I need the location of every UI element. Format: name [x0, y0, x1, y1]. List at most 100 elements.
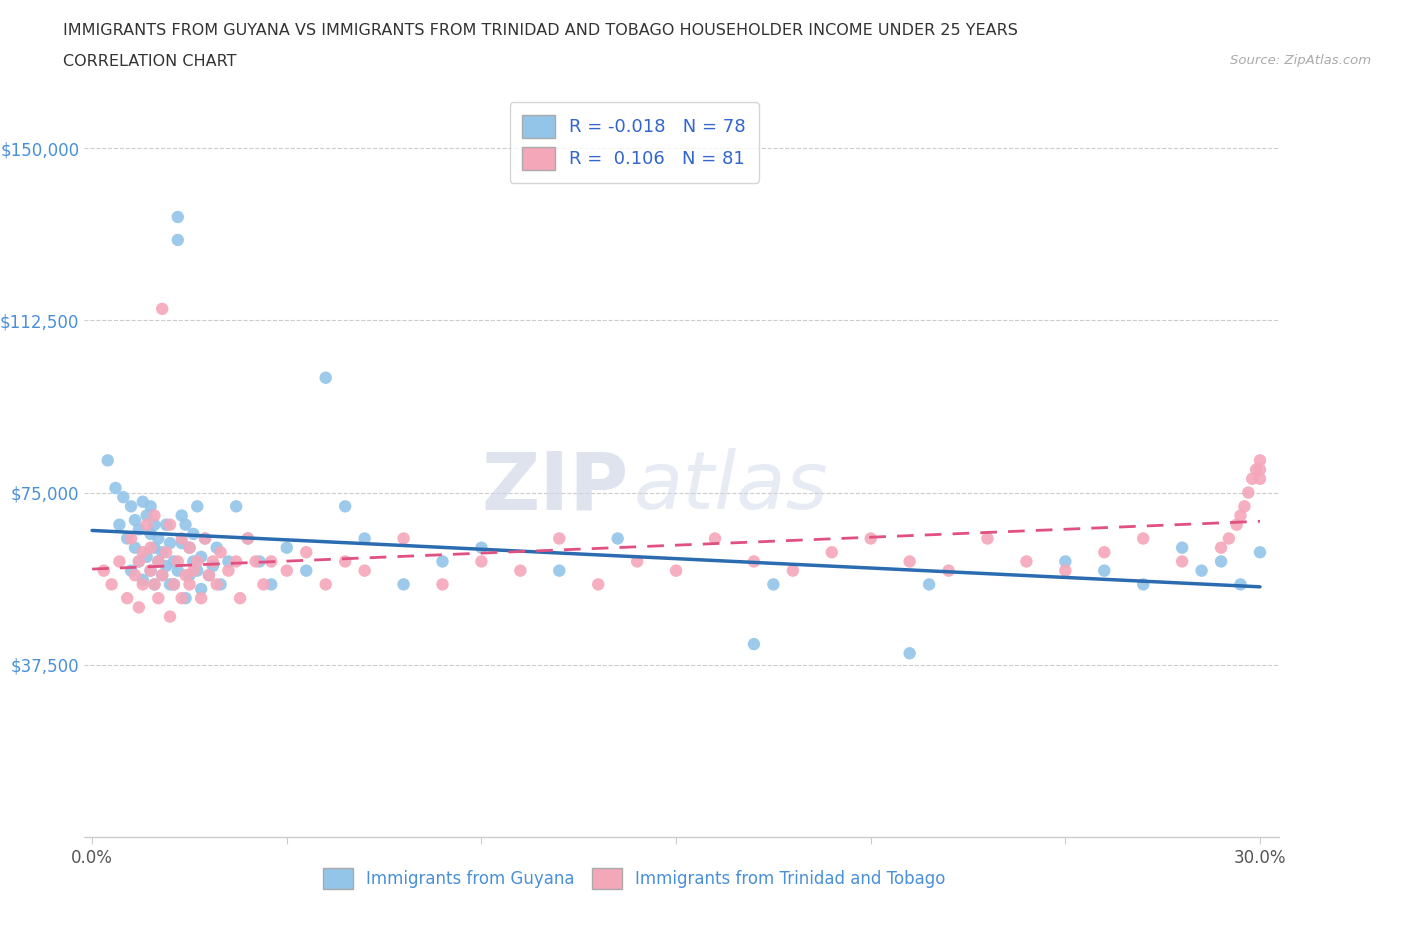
Point: [170, 508, 193, 523]
Point: [166, 564, 188, 578]
Point: [1209, 540, 1232, 555]
Point: [295, 545, 318, 560]
Point: [276, 564, 298, 578]
Point: [1092, 545, 1115, 560]
Point: [148, 591, 170, 605]
Point: [166, 209, 188, 224]
Point: [186, 564, 208, 578]
Point: [859, 531, 882, 546]
Point: [120, 498, 142, 513]
Point: [186, 554, 208, 569]
Point: [260, 577, 283, 591]
Point: [1233, 498, 1256, 513]
Point: [1218, 531, 1240, 546]
Point: [1249, 472, 1271, 486]
Point: [1132, 577, 1154, 591]
Point: [295, 564, 318, 578]
Point: [148, 554, 170, 569]
Point: [335, 498, 357, 513]
Point: [120, 564, 142, 578]
Point: [976, 531, 998, 546]
Point: [201, 554, 224, 569]
Point: [704, 531, 727, 546]
Point: [1249, 545, 1271, 560]
Point: [1209, 554, 1232, 569]
Point: [918, 577, 941, 591]
Point: [124, 512, 146, 527]
Point: [249, 554, 271, 569]
Point: [209, 577, 232, 591]
Point: [432, 577, 454, 591]
Point: [150, 301, 173, 316]
Point: [143, 517, 166, 532]
Point: [166, 554, 188, 569]
Text: Source: ZipAtlas.com: Source: ZipAtlas.com: [1230, 54, 1371, 67]
Point: [124, 568, 146, 583]
Legend: Immigrants from Guyana, Immigrants from Trinidad and Tobago: Immigrants from Guyana, Immigrants from …: [316, 861, 952, 896]
Point: [132, 577, 155, 591]
Point: [179, 577, 201, 591]
Point: [1249, 462, 1271, 477]
Point: [821, 545, 844, 560]
Point: [1191, 564, 1213, 578]
Point: [150, 545, 173, 560]
Point: [1132, 531, 1154, 546]
Point: [245, 554, 267, 569]
Point: [100, 577, 122, 591]
Point: [1249, 453, 1271, 468]
Point: [392, 531, 415, 546]
Point: [128, 554, 150, 569]
Point: [135, 550, 157, 565]
Point: [742, 637, 765, 652]
Point: [217, 554, 239, 569]
Point: [179, 568, 201, 583]
Point: [104, 481, 127, 496]
Point: [205, 540, 228, 555]
Point: [201, 559, 224, 574]
Point: [132, 545, 155, 560]
Point: [742, 554, 765, 569]
Point: [159, 536, 181, 551]
Point: [276, 540, 298, 555]
Point: [470, 554, 492, 569]
Point: [217, 564, 239, 578]
Point: [155, 559, 177, 574]
Point: [205, 577, 228, 591]
Point: [898, 645, 921, 660]
Point: [470, 540, 492, 555]
Point: [148, 531, 170, 546]
Point: [353, 531, 375, 546]
Point: [225, 498, 247, 513]
Point: [159, 517, 181, 532]
Point: [128, 600, 150, 615]
Point: [190, 550, 212, 565]
Point: [782, 564, 804, 578]
Point: [626, 554, 648, 569]
Point: [143, 508, 166, 523]
Point: [432, 554, 454, 569]
Point: [143, 577, 166, 591]
Point: [194, 531, 217, 546]
Point: [548, 564, 571, 578]
Point: [93, 564, 115, 578]
Point: [150, 568, 173, 583]
Point: [509, 564, 531, 578]
Point: [139, 526, 162, 541]
Point: [183, 564, 205, 578]
Point: [194, 531, 217, 546]
Text: IMMIGRANTS FROM GUYANA VS IMMIGRANTS FROM TRINIDAD AND TOBAGO HOUSEHOLDER INCOME: IMMIGRANTS FROM GUYANA VS IMMIGRANTS FRO…: [63, 23, 1018, 38]
Point: [139, 564, 162, 578]
Point: [159, 577, 181, 591]
Point: [174, 591, 197, 605]
Point: [1092, 564, 1115, 578]
Point: [148, 554, 170, 569]
Point: [1244, 462, 1267, 477]
Point: [353, 564, 375, 578]
Point: [1229, 577, 1251, 591]
Point: [548, 531, 571, 546]
Point: [665, 564, 688, 578]
Point: [97, 453, 120, 468]
Point: [115, 591, 138, 605]
Point: [198, 568, 221, 583]
Point: [139, 564, 162, 578]
